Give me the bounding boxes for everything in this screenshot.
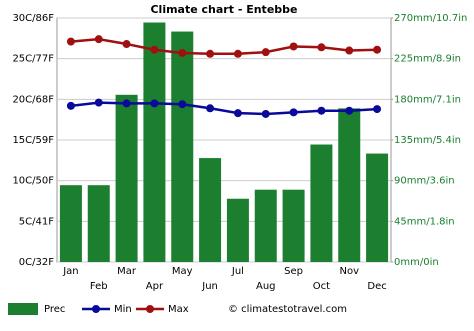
x-tick-label: Nov [339,266,359,277]
y2-tick-label: 45mm/1.8in [394,216,455,227]
y-tick-label: 30C/86F [12,13,54,24]
x-tick-label: Oct [313,281,330,292]
y-tick-label: 5C/41F [19,216,54,227]
bar [171,31,194,262]
x-tick-label: Jan [62,266,78,277]
x-tick-label: Dec [367,281,386,292]
x-tick-label: Feb [90,281,108,292]
y2-tick-label: 90mm/3.6in [394,176,455,187]
bar [59,185,82,262]
line-point [345,46,354,55]
line-point [233,49,242,58]
legend-label: Max [168,304,189,315]
legend-label: Prec [44,304,65,315]
line [70,101,378,116]
line-point [373,45,382,54]
bar [143,22,166,262]
line-point [150,45,159,54]
line-point [122,40,131,49]
bar [310,144,333,262]
line-point [261,48,270,57]
line-point [66,37,75,46]
chart-title: Climate chart - Entebbe [150,3,297,16]
bar [226,198,249,262]
bar [199,158,222,262]
bar [282,189,305,262]
x-tick-label: Mar [117,266,137,277]
line-point [150,99,159,108]
line-point [178,48,187,57]
line-point [178,100,187,109]
y2-tick-label: 225mm/8.9in [394,54,461,65]
bar [338,108,361,263]
line-point [373,105,382,114]
line-point [206,104,215,113]
line-point [317,106,326,115]
bar [366,153,389,262]
line-point [289,42,298,51]
legend-swatch [92,305,100,313]
line-point [122,99,131,108]
legend-label: Min [114,304,132,315]
x-tick-label: Aug [256,281,276,292]
y-tick-label: 0C/32F [19,257,54,268]
y-tick-label: 20C/68F [12,94,54,105]
x-tick-label: Apr [146,281,164,292]
y2-tick-label: 270mm/10.7in [394,13,467,24]
line-point [317,43,326,52]
legend-swatch [8,303,38,315]
bar [115,94,138,262]
y2-tick-label: 180mm/7.1in [394,94,461,105]
y2-tick-label: 135mm/5.4in [394,135,461,146]
y2-tick-label: 0mm/0in [394,257,439,268]
legend-swatch [146,305,154,313]
line-point [289,108,298,117]
line-point [233,109,242,118]
line-point [261,109,270,118]
x-tick-label: Sep [284,266,303,277]
bar [254,189,277,262]
line-point [345,106,354,115]
line-point [66,101,75,110]
y-tick-label: 25C/77F [12,54,54,65]
x-tick-label: Jun [201,281,218,292]
bar [87,185,110,262]
line-point [206,49,215,58]
y-tick-label: 10C/50F [12,176,54,187]
line-point [94,35,103,44]
y-tick-label: 15C/59F [12,135,54,146]
line [70,37,378,56]
credit: © climatestotravel.com [228,304,347,315]
x-tick-label: May [172,266,193,277]
x-tick-label: Jul [231,266,244,277]
line-point [94,98,103,107]
